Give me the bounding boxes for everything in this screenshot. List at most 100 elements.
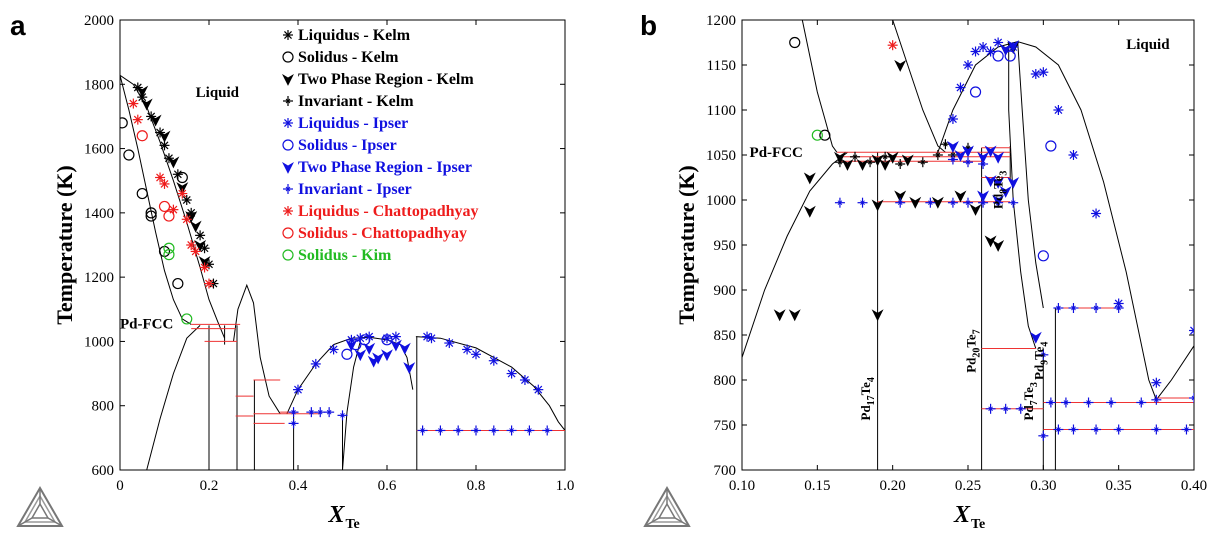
legend-marker-plus4 [283,184,293,194]
data-point-tri [788,309,801,322]
data-point-plus4 [1060,397,1071,408]
data-point-plus4 [453,425,464,436]
data-point-tri [372,352,385,365]
x-tick-label: 0.20 [880,478,906,494]
data-point-tri [176,182,189,195]
region-label: Liquid [196,85,240,101]
software-logo-a [16,486,64,527]
phase-label: Pd9Te4 [1031,342,1050,380]
y-tick-label: 1200 [706,13,736,29]
panel-a-letter: a [10,10,26,41]
y-tick-label: 800 [714,373,737,389]
phase-boundary-curve [1155,345,1194,401]
data-point-asterisk [426,333,437,344]
data-point-circle [163,210,175,222]
data-point-plus4 [471,425,481,436]
panel-b-letter: b [640,10,657,41]
phase-boundary-curve [892,20,946,153]
data-point-plus4 [1091,303,1102,313]
data-point-tri [167,156,180,169]
panel-a-tielines [191,323,565,431]
data-point-plus4 [417,425,428,436]
data-point-plus4 [524,425,535,436]
y-tick-label: 850 [714,328,737,344]
data-point-asterisk [985,46,996,57]
data-point-plus4 [1136,397,1147,408]
legend-label: Invariant - Ipser [298,181,412,198]
data-point-tri [969,203,982,216]
data-point-asterisk [1053,105,1064,115]
legend-label: Liquidus - Chattopadhyay [298,203,479,220]
data-point-plus4 [1045,397,1056,408]
data-point-tri [894,59,907,72]
data-point-plus4 [337,410,348,421]
phase-label: Pd20Te7 [964,329,983,372]
data-point-tri [398,342,411,355]
data-point-plus4 [917,157,928,168]
data-point-asterisk [390,331,401,342]
data-point-plus4 [865,157,876,168]
data-point-circle [992,50,1004,62]
data-point-asterisk [471,349,481,360]
data-point-asterisk [195,230,206,241]
legend-marker-circle [282,51,294,63]
data-point-asterisk [488,355,499,366]
data-point-asterisk [1189,325,1194,336]
data-point-tri [1007,176,1020,189]
data-point-asterisk [963,60,973,70]
data-point-plus4 [993,197,1004,208]
data-point-plus4 [1068,424,1079,435]
y-tick-label: 1200 [84,270,114,286]
y-tick-label: 950 [714,238,737,254]
data-point-asterisk [186,240,197,250]
data-point-plus4 [940,139,951,150]
data-point-plus4 [542,425,553,436]
y-tick-label: 900 [714,283,737,299]
data-point-circle [819,129,831,141]
data-point-plus4 [1113,303,1124,313]
legend-label: Two Phase Region - Ipser [298,159,472,176]
y-tick-label: 1000 [84,334,114,350]
data-point-plus4 [978,159,989,169]
panel-a-ticks: 0 0.2 0.4 0.6 0.8 1.0 600 800 1000 1200 1400 1600 18… [84,13,574,494]
phase-label: Pd7Te3 [1021,382,1040,420]
phase-boundary-curve [286,336,414,415]
data-point-asterisk [887,40,898,51]
panel-b-tielines [836,147,1194,430]
data-point-asterisk [328,344,339,355]
panel-a-x-axis-label-main: X [328,502,346,528]
data-point-tri [992,176,1005,189]
data-point-tri [954,190,967,203]
data-point-tri [363,342,376,355]
region-label: Liquid [1126,37,1170,53]
x-tick-label: 0 [116,478,124,494]
data-point-asterisk [1068,150,1079,160]
data-point-asterisk [181,214,192,225]
phase-boundary-curve [233,283,281,415]
data-point-circle [789,36,801,49]
phase-boundary-curve [742,151,848,358]
data-point-plus4 [985,403,996,414]
data-point-plus4 [506,425,517,436]
data-point-tri [189,220,202,233]
data-point-plus4 [1189,393,1194,403]
data-point-plus4 [1053,303,1064,313]
data-point-asterisk [190,246,201,257]
data-point-circle [381,334,393,346]
data-point-tri [381,349,393,362]
data-point-circle [123,149,135,161]
data-point-asterisk [519,375,530,385]
panel-a-chart: 0 0.2 0.4 0.6 0.8 1.0 600 800 1000 1200 1400 1600 18… [52,13,574,532]
data-point-circle [158,200,171,213]
data-point-plus4 [1181,424,1192,435]
data-point-tri [946,140,959,153]
region-label: Pd-FCC [750,145,803,161]
data-point-plus4 [306,407,317,418]
x-tick-label: 0.30 [1030,478,1056,494]
phase-boundary-curve [120,74,226,339]
data-point-tri [992,151,1005,164]
legend-label: Liquidus - Kelm [298,27,411,44]
data-point-plus4 [1000,403,1011,414]
phase-label: Pd8Te3 [991,171,1010,209]
data-point-tri [886,151,899,164]
